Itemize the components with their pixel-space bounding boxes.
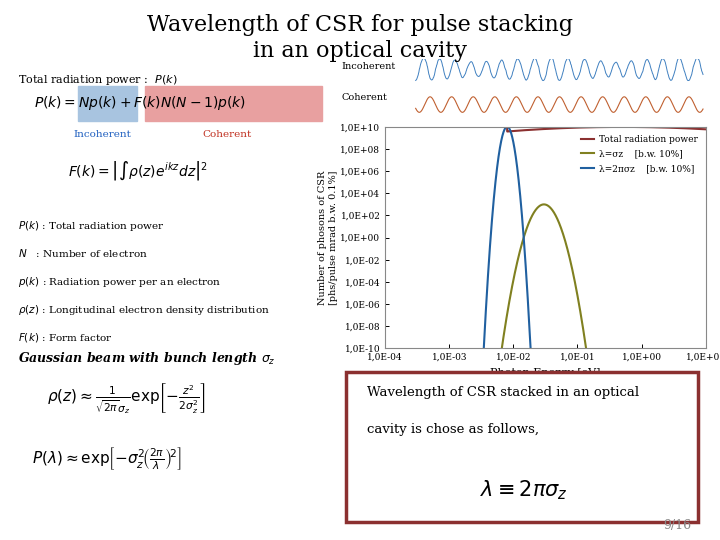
Text: Wavelength of CSR stacked in an optical: Wavelength of CSR stacked in an optical — [367, 386, 639, 399]
X-axis label: Photon Energy [eV]: Photon Energy [eV] — [490, 368, 600, 377]
Text: $\rho(z)$ : Longitudinal electron density distribution: $\rho(z)$ : Longitudinal electron densit… — [18, 303, 270, 317]
Text: $P(k) = Np(k) + F(k)N(N-1)p(k)$: $P(k) = Np(k) + F(k)N(N-1)p(k)$ — [34, 93, 246, 112]
Text: $\rho(z) \approx \frac{1}{\sqrt{2\pi}\sigma_z}\exp\!\left[-\frac{z^2}{2\sigma_z^: $\rho(z) \approx \frac{1}{\sqrt{2\pi}\si… — [47, 381, 206, 416]
Text: Coherent: Coherent — [202, 130, 252, 139]
Text: $F(k) = \left|\int \rho(z)e^{ikz}dz\right|^2$: $F(k) = \left|\int \rho(z)e^{ikz}dz\righ… — [68, 159, 208, 183]
Y-axis label: Number of phosons of CSR
[phs/pulse mrad b.w. 0.1%]: Number of phosons of CSR [phs/pulse mrad… — [318, 170, 338, 305]
FancyBboxPatch shape — [346, 372, 698, 522]
Text: $F(k)$ : Form factor: $F(k)$ : Form factor — [18, 331, 113, 344]
Bar — [145, 86, 322, 121]
Text: $N$   : Number of electron: $N$ : Number of electron — [18, 247, 148, 259]
Text: Total radiation power :  $P(k)$: Total radiation power : $P(k)$ — [18, 73, 178, 87]
Text: 9/16: 9/16 — [663, 519, 691, 532]
Text: $\lambda \equiv 2\pi\sigma_z$: $\lambda \equiv 2\pi\sigma_z$ — [480, 478, 568, 502]
Text: Incoherent: Incoherent — [73, 130, 131, 139]
Text: $p(k)$ : Radiation power per an electron: $p(k)$ : Radiation power per an electron — [18, 275, 221, 289]
Text: Wavelength of CSR for pulse stacking: Wavelength of CSR for pulse stacking — [147, 14, 573, 36]
Text: Gaussian beam with bunch length $\sigma_z$: Gaussian beam with bunch length $\sigma_… — [18, 350, 276, 367]
Text: cavity is chose as follows,: cavity is chose as follows, — [367, 423, 539, 436]
Text: Coherent: Coherent — [341, 93, 387, 102]
Text: in an optical cavity: in an optical cavity — [253, 40, 467, 63]
Bar — [78, 86, 137, 121]
Legend: Total radiation power, λ=σz    [b.w. 10%], λ=2πσz    [b.w. 10%]: Total radiation power, λ=σz [b.w. 10%], … — [577, 131, 701, 177]
Text: $P(k)$ : Total radiation power: $P(k)$ : Total radiation power — [18, 219, 164, 233]
Text: Incoherent: Incoherent — [341, 62, 396, 71]
Text: $P(\lambda) \approx \exp\!\left[-\sigma_z^2\!\left(\frac{2\pi}{\lambda}\right)^{: $P(\lambda) \approx \exp\!\left[-\sigma_… — [32, 446, 182, 472]
